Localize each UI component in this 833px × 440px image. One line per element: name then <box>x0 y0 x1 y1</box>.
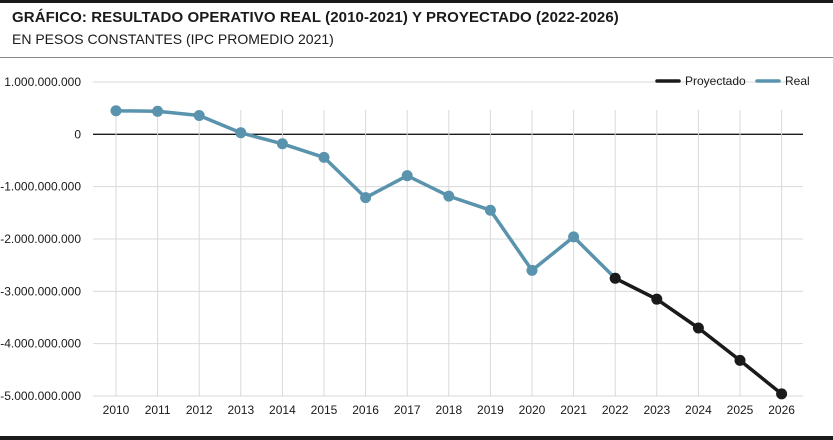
y-tick-label: -2.000.000.000 <box>0 232 81 246</box>
x-tick-label: 2014 <box>269 403 296 417</box>
x-tick-label: 2011 <box>145 403 171 417</box>
x-tick-label: 2025 <box>727 403 754 417</box>
x-tick-label: 2019 <box>477 403 504 417</box>
data-point-real <box>276 138 288 150</box>
x-tick-label: 2016 <box>352 403 379 417</box>
data-point-real <box>193 109 205 121</box>
x-tick-label: 2022 <box>602 403 629 417</box>
data-point-real <box>443 190 455 202</box>
legend-label-proyectado: Proyectado <box>685 74 746 88</box>
x-tick-label: 2017 <box>394 403 421 417</box>
data-point-proyectado <box>651 293 663 305</box>
bottom-rule <box>0 436 833 440</box>
data-point-proyectado <box>609 272 621 284</box>
y-tick-label: -3.000.000.000 <box>0 284 81 298</box>
x-tick-label: 2012 <box>186 403 213 417</box>
data-point-real <box>568 231 580 243</box>
chart-subtitle: EN PESOS CONSTANTES (IPC PROMEDIO 2021) <box>12 31 334 47</box>
x-tick-label: 2020 <box>519 403 546 417</box>
data-point-real <box>110 105 122 117</box>
data-point-real <box>318 151 330 163</box>
y-tick-label: -4.000.000.000 <box>0 337 81 351</box>
x-tick-label: 2021 <box>560 403 587 417</box>
x-tick-label: 2013 <box>227 403 254 417</box>
data-point-real <box>235 127 247 139</box>
legend-label-real: Real <box>785 74 810 88</box>
y-tick-label: -1.000.000.000 <box>0 180 81 194</box>
data-point-proyectado <box>776 388 788 400</box>
y-tick-label: 0 <box>74 127 81 141</box>
data-point-proyectado <box>734 354 746 366</box>
data-point-real <box>360 192 372 204</box>
y-tick-label: 1.000.000.000 <box>4 75 81 89</box>
data-point-real <box>484 204 496 216</box>
data-point-real <box>152 105 164 117</box>
x-tick-label: 2010 <box>103 403 130 417</box>
data-point-proyectado <box>692 322 704 334</box>
chart-title: GRÁFICO: RESULTADO OPERATIVO REAL (2010-… <box>12 9 619 26</box>
data-point-real <box>401 170 413 182</box>
y-tick-label: -5.000.000.000 <box>0 389 81 403</box>
header-separator <box>0 57 833 58</box>
x-tick-label: 2024 <box>685 403 712 417</box>
data-point-real <box>526 264 538 276</box>
top-rule <box>0 0 833 3</box>
x-tick-label: 2015 <box>311 403 338 417</box>
x-tick-label: 2023 <box>643 403 670 417</box>
x-tick-label: 2018 <box>435 403 462 417</box>
x-tick-label: 2026 <box>768 403 795 417</box>
